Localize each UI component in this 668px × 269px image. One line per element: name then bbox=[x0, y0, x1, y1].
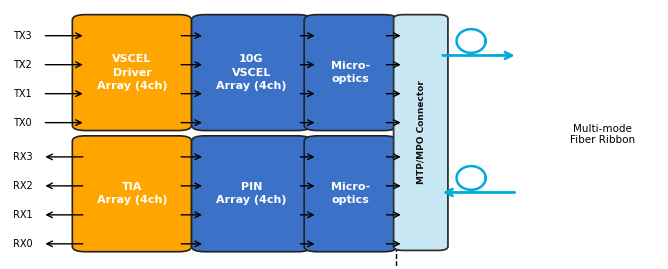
Text: TX0: TX0 bbox=[13, 118, 31, 128]
FancyBboxPatch shape bbox=[192, 136, 311, 252]
FancyBboxPatch shape bbox=[72, 136, 192, 252]
Text: Micro-
optics: Micro- optics bbox=[331, 61, 370, 84]
Text: RX0: RX0 bbox=[13, 239, 32, 249]
FancyBboxPatch shape bbox=[72, 15, 192, 130]
Text: 10G
VSCEL
Array (4ch): 10G VSCEL Array (4ch) bbox=[216, 54, 287, 91]
Text: VSCEL
Driver
Array (4ch): VSCEL Driver Array (4ch) bbox=[97, 54, 167, 91]
FancyBboxPatch shape bbox=[304, 15, 397, 130]
Text: TX1: TX1 bbox=[13, 89, 31, 99]
Text: TX2: TX2 bbox=[13, 60, 31, 70]
Text: RX1: RX1 bbox=[13, 210, 32, 220]
Text: RX3: RX3 bbox=[13, 152, 32, 162]
Text: TIA
Array (4ch): TIA Array (4ch) bbox=[97, 182, 167, 205]
Text: RX2: RX2 bbox=[13, 181, 33, 191]
Text: PIN
Array (4ch): PIN Array (4ch) bbox=[216, 182, 287, 205]
FancyBboxPatch shape bbox=[304, 136, 397, 252]
FancyBboxPatch shape bbox=[192, 15, 311, 130]
Text: Multi-mode
Fiber Ribbon: Multi-mode Fiber Ribbon bbox=[570, 124, 635, 145]
Text: TX3: TX3 bbox=[13, 31, 31, 41]
Text: Micro-
optics: Micro- optics bbox=[331, 182, 370, 205]
FancyBboxPatch shape bbox=[393, 15, 448, 250]
Text: MTP/MPO Connector: MTP/MPO Connector bbox=[416, 81, 426, 185]
